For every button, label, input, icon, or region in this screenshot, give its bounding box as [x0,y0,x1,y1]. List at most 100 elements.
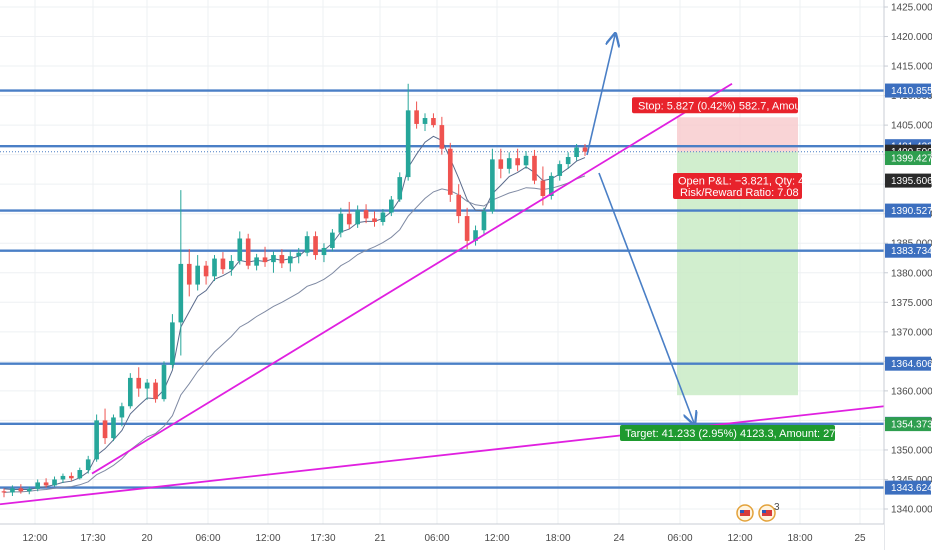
moving-averages [3,135,586,493]
candle-body [170,322,175,365]
candle-body [321,247,327,256]
candle-body [405,110,411,178]
candle-body [262,257,268,263]
level-price-label: 1390.527 [891,206,932,217]
x-tick-label: 06:00 [195,533,220,544]
candle-body [60,475,66,480]
candle-body [372,218,377,222]
candle-body [26,488,32,492]
x-tick-label: 17:30 [310,533,335,544]
price-tag-label: 1354.373 [891,420,932,431]
level-price-tag [885,83,931,98]
arrow-up [586,35,615,156]
x-tick-label: 18:00 [787,533,812,544]
candle-body [557,164,563,176]
x-axis-bg [0,524,884,550]
candles [1,83,588,498]
x-tick-label: 06:00 [667,533,692,544]
candle-body [523,155,529,166]
level-price-label: 1410.855 [891,86,932,97]
candle-body [178,263,184,323]
y-tick-label: 1415.000 [891,62,932,73]
projection-arrows [586,35,694,423]
level-price-tag [885,203,931,218]
y-tick-label: 1370.000 [891,327,932,338]
y-tick-label: 1380.000 [891,268,932,279]
level-price-label: 1364.606 [891,359,932,370]
candle-body [414,110,419,124]
moving-average-line [3,135,586,490]
arrow-down [598,172,694,423]
y-tick-label: 1405.000 [891,121,932,132]
flag-canton [740,510,744,513]
x-tick-label: 06:00 [424,533,449,544]
level-price-label: 1383.734 [891,246,932,257]
candle-body [422,118,428,124]
candle-body [582,147,588,152]
candle-body [127,377,133,407]
candle-body [220,258,226,270]
x-tick-label: 17:30 [80,533,105,544]
moving-average-line [3,175,586,493]
candle-body [473,230,478,241]
candle-body [565,157,571,165]
candle-body [304,236,310,253]
y-tick-label: 1345.000 [891,475,932,486]
candle-body [397,177,403,200]
candle-body [212,258,217,277]
x-axis[interactable]: 12:00 17:30 20 06:00 12:00 17:30 21 06:00 12:00 1… [0,523,884,550]
badge-count: 3 [774,502,780,513]
candle-body [254,257,259,266]
x-tick-label: 12:00 [727,533,752,544]
level-price-tag [885,356,931,371]
y-tick-label: 1360.000 [891,386,932,397]
candle-body [35,482,40,489]
candle-body [237,238,243,261]
candle-body [136,377,142,389]
candle-body [77,470,83,479]
candle-body [574,147,579,158]
flag-canton [762,510,766,513]
price-tag-label: 1399.427 [891,154,932,165]
candle-body [1,491,7,493]
candle-body [85,459,91,471]
candle-body [431,118,436,126]
candle-body [439,125,445,149]
candle-body [203,265,209,277]
candle-body [279,255,285,264]
x-tick-label: 25 [854,533,866,544]
candle-body [245,238,251,266]
price-tag [885,173,931,188]
stop-label: Stop: 5.827 (0.42%) 582.7, Amount: 755.2… [638,100,850,112]
candle-body [549,175,554,196]
trade-zone [0,117,884,396]
x-tick-label: 12:00 [255,533,280,544]
candle-body [119,406,125,418]
level-price-label: 1343.624 [891,483,932,494]
candle-body [161,364,167,400]
candle-body [363,210,369,219]
x-tick-label: 12:00 [22,533,47,544]
event-badges[interactable]: 3 [736,502,780,522]
candle-body [195,265,200,285]
x-tick-label: 18:00 [545,533,570,544]
flag-stripe [762,510,772,516]
candle-body [69,475,74,479]
candle-body [229,260,234,270]
target-box [620,425,835,441]
flag-stripe [740,510,750,516]
trend-line [0,405,885,506]
y-tick-label: 1375.000 [891,298,932,309]
trend-line [91,83,733,475]
candle-body [532,155,537,181]
candle-body [464,216,470,241]
candle-body [43,482,49,486]
candle-body [506,158,512,169]
candle-body [18,488,24,492]
candle-body [313,236,318,256]
y-axis[interactable]: 1340.0001345.0001350.0001355.0001360.000… [883,0,932,550]
target-label: Target: 41.233 (2.95%) 4123.3, Amount: 2… [625,428,863,440]
candle-body [330,232,335,248]
price-tag [885,417,931,432]
